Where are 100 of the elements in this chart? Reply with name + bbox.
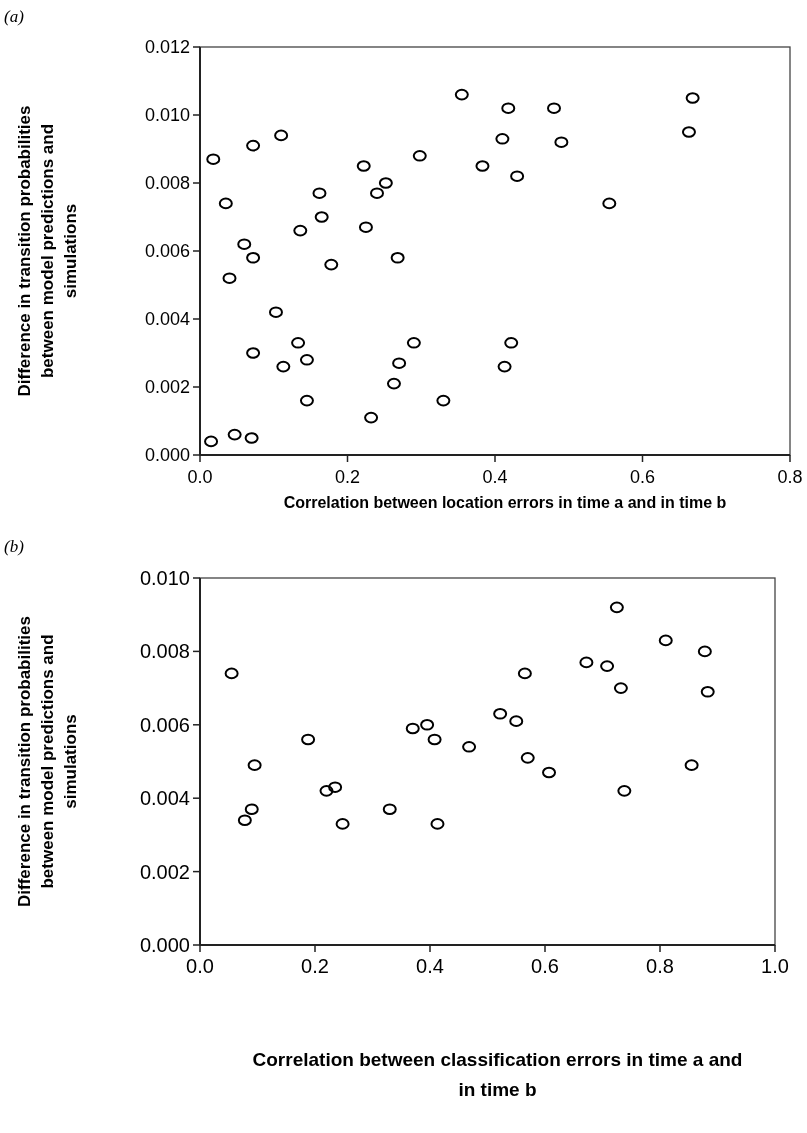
point bbox=[356, 160, 371, 172]
y-tick-label: 0.000 bbox=[144, 445, 190, 466]
x-tick-label: 0.2 bbox=[301, 955, 329, 977]
point bbox=[358, 221, 373, 233]
x-tick-label: 0.4 bbox=[416, 955, 444, 977]
x-axis-title: Correlation between classification errors in time a and in time b bbox=[252, 1049, 743, 1101]
point bbox=[412, 150, 427, 162]
x-tick-label: 0.6 bbox=[629, 467, 656, 487]
point bbox=[430, 818, 445, 830]
point bbox=[299, 394, 314, 407]
y-axis-title: Difference in transition probabilities between model predictions and simulations bbox=[15, 105, 80, 397]
point bbox=[237, 238, 252, 250]
y-tick-label: 0.002 bbox=[144, 377, 190, 398]
x-tick-label: 0.0 bbox=[187, 467, 213, 487]
x-tick-label: 0.2 bbox=[334, 467, 361, 487]
point bbox=[206, 153, 221, 165]
point bbox=[504, 337, 519, 349]
point bbox=[462, 741, 477, 753]
text: (a) bbox=[4, 7, 25, 26]
x-tick-label: 0.6 bbox=[531, 955, 559, 977]
point bbox=[224, 667, 239, 680]
point bbox=[291, 337, 306, 349]
point bbox=[454, 88, 469, 101]
point bbox=[613, 682, 628, 694]
point bbox=[382, 803, 397, 816]
point bbox=[392, 357, 407, 369]
point bbox=[335, 818, 350, 830]
point bbox=[405, 722, 420, 735]
point bbox=[510, 170, 525, 182]
point bbox=[222, 272, 237, 284]
text: (b) bbox=[4, 537, 25, 556]
point bbox=[602, 197, 617, 210]
point bbox=[378, 177, 393, 189]
y-tick-label: 0.012 bbox=[144, 37, 190, 58]
point bbox=[697, 645, 712, 658]
point bbox=[370, 187, 384, 199]
point bbox=[247, 759, 262, 771]
point bbox=[274, 129, 289, 142]
point bbox=[246, 347, 261, 359]
point bbox=[547, 102, 561, 114]
point bbox=[475, 160, 490, 172]
point bbox=[324, 258, 339, 271]
point bbox=[501, 102, 516, 114]
point bbox=[293, 224, 308, 237]
point bbox=[493, 707, 508, 720]
point bbox=[436, 394, 451, 407]
y-tick-label: 0.008 bbox=[144, 173, 190, 194]
point bbox=[237, 814, 252, 827]
point bbox=[406, 337, 421, 349]
point bbox=[658, 634, 673, 647]
point bbox=[246, 252, 261, 264]
point bbox=[685, 92, 700, 104]
point bbox=[227, 428, 242, 441]
point bbox=[301, 733, 316, 746]
y-tick-label: 0.000 bbox=[139, 934, 190, 956]
y-tick-label: 0.010 bbox=[144, 105, 190, 126]
point bbox=[319, 785, 334, 797]
y-tick-label: 0.006 bbox=[139, 713, 190, 736]
point bbox=[314, 211, 329, 223]
point bbox=[609, 601, 624, 614]
point bbox=[364, 411, 379, 424]
point bbox=[617, 785, 632, 797]
y-tick-label: 0.010 bbox=[139, 567, 190, 589]
point bbox=[495, 133, 510, 145]
x-tick-label: 0.0 bbox=[186, 955, 214, 977]
x-axis-title: Correlation between location errors in time a and in time b bbox=[283, 494, 727, 511]
y-axis-title: Difference in transition probabilities between model predictions and simulations bbox=[15, 616, 80, 907]
point bbox=[579, 656, 594, 669]
point bbox=[276, 360, 291, 373]
point bbox=[509, 715, 524, 727]
point bbox=[497, 360, 512, 373]
x-tick-label: 1.0 bbox=[761, 955, 789, 977]
point bbox=[244, 432, 259, 444]
y-tick-label: 0.004 bbox=[139, 787, 190, 810]
point bbox=[386, 377, 401, 390]
point bbox=[299, 354, 314, 366]
point bbox=[520, 752, 535, 764]
point bbox=[600, 660, 615, 672]
point bbox=[542, 766, 557, 779]
point bbox=[427, 733, 442, 746]
x-tick-label: 0.8 bbox=[646, 955, 674, 977]
point bbox=[390, 252, 405, 264]
point bbox=[328, 781, 343, 793]
point bbox=[700, 685, 715, 698]
point bbox=[246, 139, 261, 152]
point bbox=[681, 126, 696, 138]
point bbox=[204, 435, 219, 448]
y-tick-label: 0.002 bbox=[139, 860, 190, 883]
point bbox=[268, 306, 283, 318]
point bbox=[244, 803, 259, 816]
x-tick-label: 0.8 bbox=[777, 467, 803, 487]
y-tick-label: 0.004 bbox=[144, 309, 190, 330]
point bbox=[218, 197, 233, 210]
y-tick-label: 0.008 bbox=[139, 640, 190, 663]
point bbox=[312, 187, 327, 199]
point bbox=[554, 136, 569, 148]
point bbox=[684, 759, 699, 771]
point bbox=[420, 719, 435, 731]
point bbox=[517, 667, 532, 680]
x-tick-label: 0.4 bbox=[482, 467, 508, 487]
